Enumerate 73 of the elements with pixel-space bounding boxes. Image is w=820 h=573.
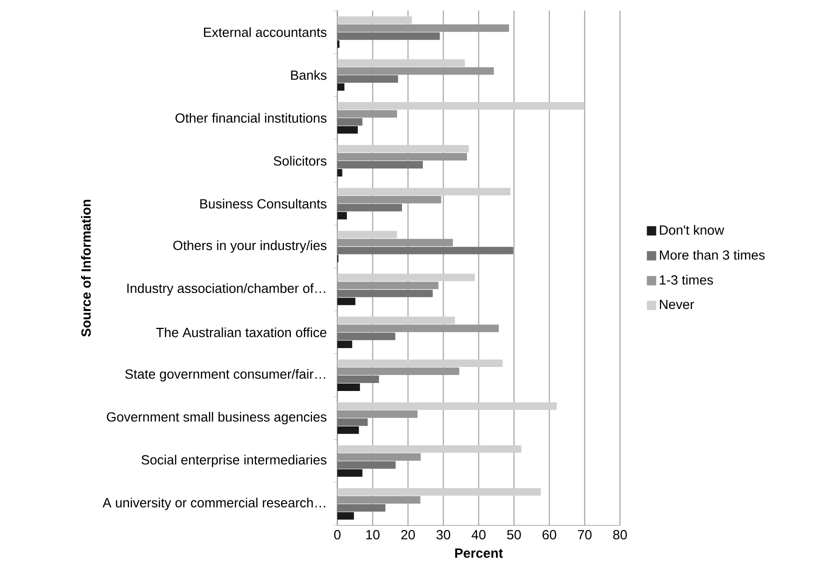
bar — [337, 290, 433, 298]
y-tick-label: Business Consultants — [200, 198, 326, 208]
x-tick-label: 80 — [613, 530, 627, 540]
y-tick-label: The Australian taxation office — [156, 327, 326, 338]
y-tick-label: Industry association/chamber of… — [127, 283, 326, 296]
bar — [337, 488, 541, 496]
y-axis-title: Source of Information — [81, 200, 91, 336]
legend-label: Don't know — [660, 224, 724, 235]
bar — [337, 469, 362, 477]
x-tick-label: 40 — [472, 530, 486, 540]
x-tick-label: 60 — [542, 530, 556, 540]
bar — [337, 461, 396, 469]
bar — [337, 144, 469, 152]
bar — [337, 410, 418, 418]
bar — [337, 418, 368, 426]
bar — [337, 324, 499, 332]
bar — [337, 32, 440, 40]
bar — [337, 298, 356, 306]
bar — [337, 332, 396, 340]
bar — [337, 340, 352, 348]
bar — [337, 512, 354, 520]
bar — [337, 375, 380, 383]
y-tick-label: Banks — [291, 70, 326, 80]
bar — [337, 246, 514, 254]
bar — [337, 426, 359, 434]
bar — [337, 75, 398, 83]
bar — [337, 383, 360, 391]
x-axis-title: Percent — [455, 548, 503, 558]
y-tick-label: Solicitors — [274, 156, 326, 166]
bar — [337, 118, 362, 126]
bar — [337, 110, 398, 118]
y-tick-label: Others in your industry/ies — [173, 240, 326, 253]
bar — [337, 24, 510, 32]
bar — [337, 496, 420, 504]
bar — [337, 168, 342, 176]
bar — [337, 274, 475, 282]
bar — [337, 102, 584, 110]
bar — [337, 504, 386, 512]
y-tick-label: External accountants — [204, 27, 326, 37]
legend-label: More than 3 times — [660, 250, 765, 260]
bar — [337, 16, 412, 24]
bar — [337, 188, 510, 196]
x-tick-label: 50 — [507, 530, 521, 540]
x-tick-label: 30 — [436, 530, 450, 540]
bar — [337, 160, 423, 168]
bar — [337, 230, 398, 238]
bar — [337, 453, 421, 461]
legend-label: 1-3 times — [660, 274, 713, 284]
bar — [337, 59, 465, 67]
bar — [337, 204, 402, 212]
bar — [337, 316, 455, 324]
bar — [337, 282, 438, 290]
bar — [337, 83, 344, 91]
x-tick-label: 70 — [578, 530, 592, 540]
bar — [337, 238, 453, 246]
x-tick-label: 10 — [366, 530, 380, 540]
legend-label: Never — [660, 300, 694, 309]
x-tick-label: 0 — [334, 530, 341, 540]
bar — [337, 402, 557, 410]
y-tick-label: A university or commercial research… — [102, 498, 326, 510]
bar — [337, 67, 494, 75]
y-tick-label: Other financial institutions — [176, 112, 326, 123]
bar — [337, 367, 460, 375]
y-tick-label: Social enterprise intermediaries — [142, 454, 326, 468]
bar — [337, 212, 347, 220]
bar — [337, 445, 522, 453]
bar — [337, 359, 503, 367]
y-tick-label: Government small business agencies — [106, 412, 326, 424]
bar — [337, 152, 468, 160]
y-tick-label: State government consumer/fair… — [125, 368, 326, 382]
bar — [337, 126, 358, 134]
x-tick-label: 20 — [401, 530, 415, 540]
bar — [337, 196, 442, 204]
